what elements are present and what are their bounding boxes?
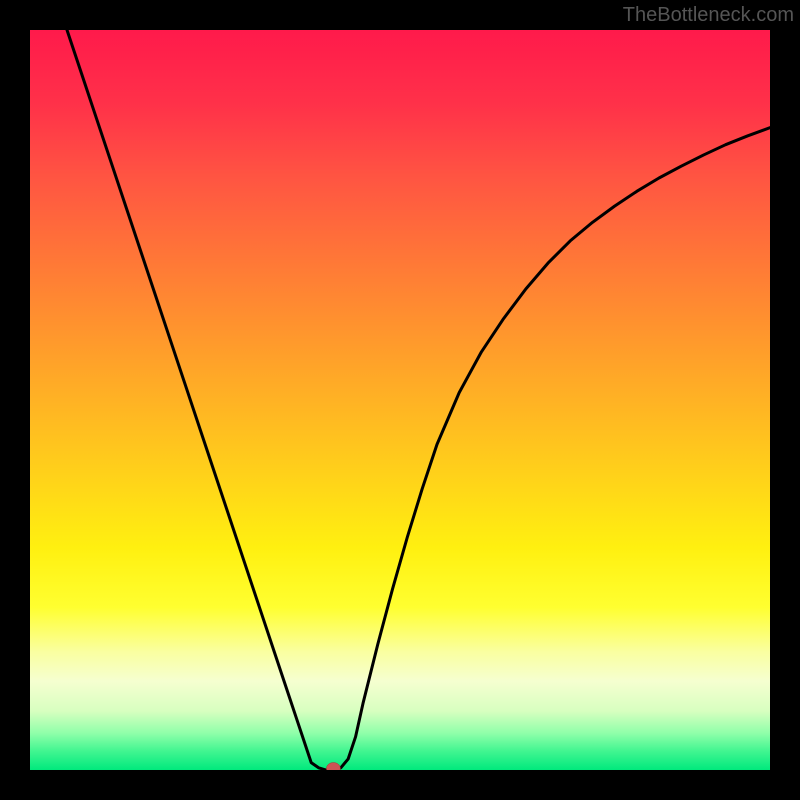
chart-gradient-background [30,30,770,770]
watermark-label: TheBottleneck.com [623,4,794,27]
chart-canvas [0,0,800,800]
bottleneck-chart: TheBottleneck.com [0,0,800,800]
